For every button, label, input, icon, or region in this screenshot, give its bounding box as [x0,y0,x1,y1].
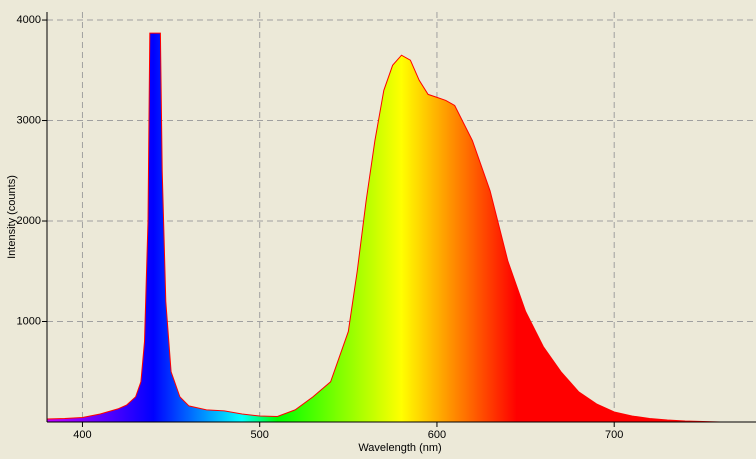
y-tick-label: 4000 [17,14,41,26]
x-tick-label: 400 [73,429,91,441]
x-tick-label: 700 [605,429,623,441]
y-tick-label: 3000 [17,114,41,126]
plot-area [47,32,756,422]
x-tick-label: 500 [251,429,269,441]
y-axis-label: Intensity (counts) [6,175,18,259]
y-tick-label: 2000 [17,215,41,227]
x-axis-label: Wavelength (nm) [358,442,441,454]
y-tick-label: 1000 [17,315,41,327]
x-tick-label: 600 [428,429,446,441]
spectrum-area [47,33,756,422]
spectrum-line [47,32,756,422]
